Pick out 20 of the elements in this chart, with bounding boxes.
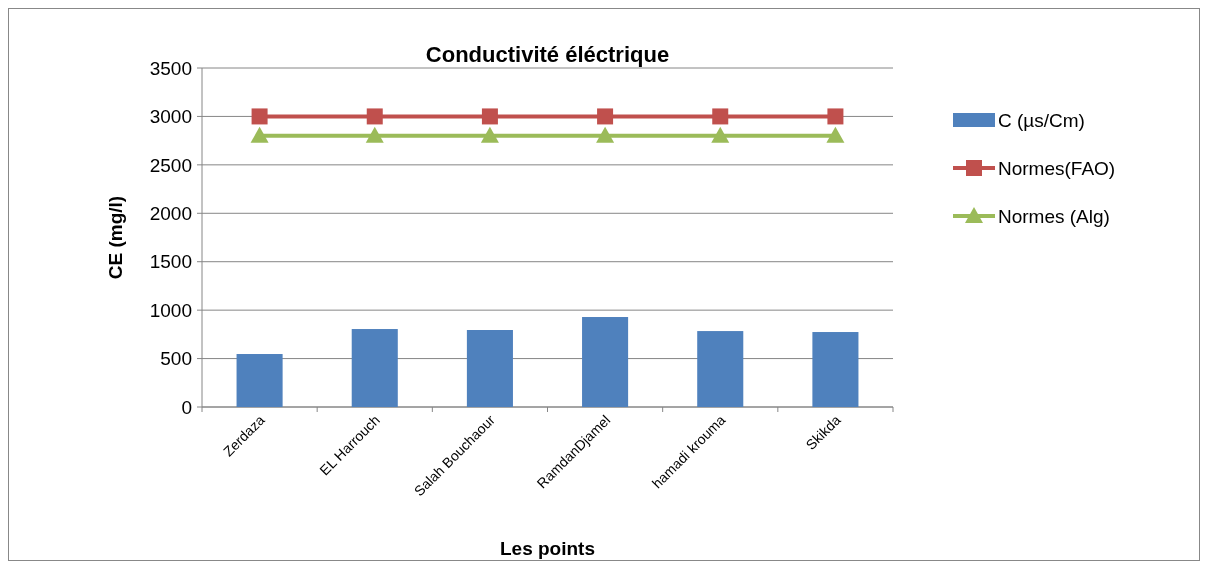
legend-label: Normes (Alg)	[998, 205, 1110, 227]
y-axis-title: CE (mg/l)	[105, 195, 126, 280]
x-axis-title: Les points	[499, 538, 596, 559]
bar	[236, 354, 283, 407]
bar	[351, 329, 398, 407]
y-tick-label: 0	[181, 396, 192, 418]
y-tick-label: 2000	[149, 202, 192, 224]
y-tick-label: 3500	[149, 57, 192, 79]
bar	[697, 331, 744, 407]
y-tick-label: 1000	[149, 299, 192, 321]
legend-label: Normes(FAO)	[998, 157, 1116, 179]
legend-label: C (µs/Cm)	[998, 109, 1085, 131]
bar	[466, 330, 513, 407]
chart-title: Conductivité éléctrique	[425, 42, 670, 67]
y-tick-label: 500	[160, 348, 192, 370]
bar	[812, 332, 859, 407]
y-tick-label: 2500	[149, 154, 192, 176]
y-tick-label: 1500	[149, 251, 192, 273]
bar	[582, 317, 629, 407]
y-tick-label: 3000	[149, 106, 192, 128]
